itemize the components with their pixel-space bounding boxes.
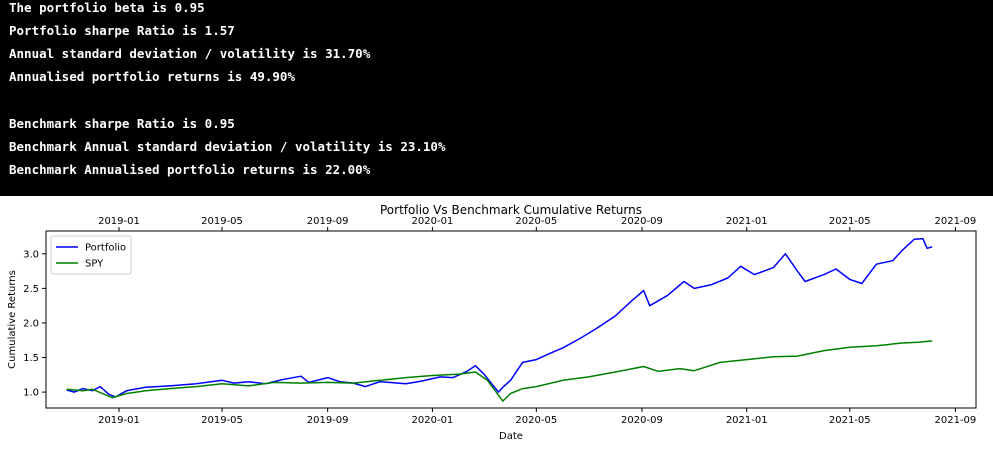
legend-label-portfolio: Portfolio xyxy=(85,243,126,254)
y-axis: 1.0 1.5 2.0 2.5 3.0 xyxy=(23,249,46,399)
chart-title: Portfolio Vs Benchmark Cumulative Return… xyxy=(380,203,642,217)
benchmark-sharpe-line: Benchmark sharpe Ratio is 0.95 xyxy=(9,116,235,131)
top-x-tick-label: 2020-01 xyxy=(412,216,454,227)
cumulative-returns-chart: Portfolio Vs Benchmark Cumulative Return… xyxy=(7,203,977,442)
x-tick-label: 2021-01 xyxy=(726,415,768,426)
y-axis-title: Cumulative Returns xyxy=(7,270,18,369)
series-line-portfolio xyxy=(66,237,933,398)
legend-box xyxy=(50,235,132,275)
output-console: The portfolio beta is 0.95 Portfolio sha… xyxy=(0,0,993,196)
x-tick-label: 2019-09 xyxy=(307,415,349,426)
top-x-tick-label: 2021-09 xyxy=(934,216,976,227)
plot-frame xyxy=(45,230,977,409)
sharpe-line: Portfolio sharpe Ratio is 1.57 xyxy=(9,23,235,38)
y-tick-label: 2.5 xyxy=(23,284,39,295)
top-x-tick-label: 2021-05 xyxy=(829,216,871,227)
top-x-tick-label: 2020-09 xyxy=(621,216,663,227)
top-x-axis: 2019-01 2019-05 2019-09 2020-01 2020-05 2020-… xyxy=(98,216,976,231)
top-x-tick-label: 2019-01 xyxy=(98,216,140,227)
bottom-x-axis: 2019-01 2019-05 2019-09 2020-01 2020-05 2020-… xyxy=(98,408,976,426)
y-tick-label: 3.0 xyxy=(23,249,39,260)
beta-line: The portfolio beta is 0.95 xyxy=(9,0,205,15)
chart-area: Portfolio Vs Benchmark Cumulative Return… xyxy=(0,196,993,461)
returns-line: Annualised portfolio returns is 49.90% xyxy=(9,69,295,84)
benchmark-volatility-line: Benchmark Annual standard deviation / vo… xyxy=(9,139,446,154)
volatility-line: Annual standard deviation / volatility i… xyxy=(9,46,371,61)
series-layer xyxy=(66,237,933,402)
y-tick-label: 1.5 xyxy=(23,353,39,364)
y-tick-label: 2.0 xyxy=(23,318,39,329)
x-tick-label: 2020-09 xyxy=(621,415,663,426)
x-tick-label: 2019-01 xyxy=(98,415,140,426)
legend: Portfolio SPY xyxy=(50,235,132,275)
top-x-tick-label: 2020-05 xyxy=(515,216,557,227)
x-tick-label: 2020-01 xyxy=(412,415,454,426)
x-tick-label: 2019-05 xyxy=(201,415,243,426)
legend-label-spy: SPY xyxy=(85,259,104,270)
x-axis-title: Date xyxy=(499,431,523,442)
top-x-tick-label: 2019-09 xyxy=(307,216,349,227)
x-tick-label: 2020-05 xyxy=(515,415,557,426)
benchmark-returns-line: Benchmark Annualised portfolio returns i… xyxy=(9,162,371,177)
x-tick-label: 2021-05 xyxy=(829,415,871,426)
top-x-tick-label: 2019-05 xyxy=(201,216,243,227)
top-x-tick-label: 2021-01 xyxy=(726,216,768,227)
series-line-spy xyxy=(66,340,933,402)
y-tick-label: 1.0 xyxy=(23,388,39,399)
x-tick-label: 2021-09 xyxy=(934,415,976,426)
